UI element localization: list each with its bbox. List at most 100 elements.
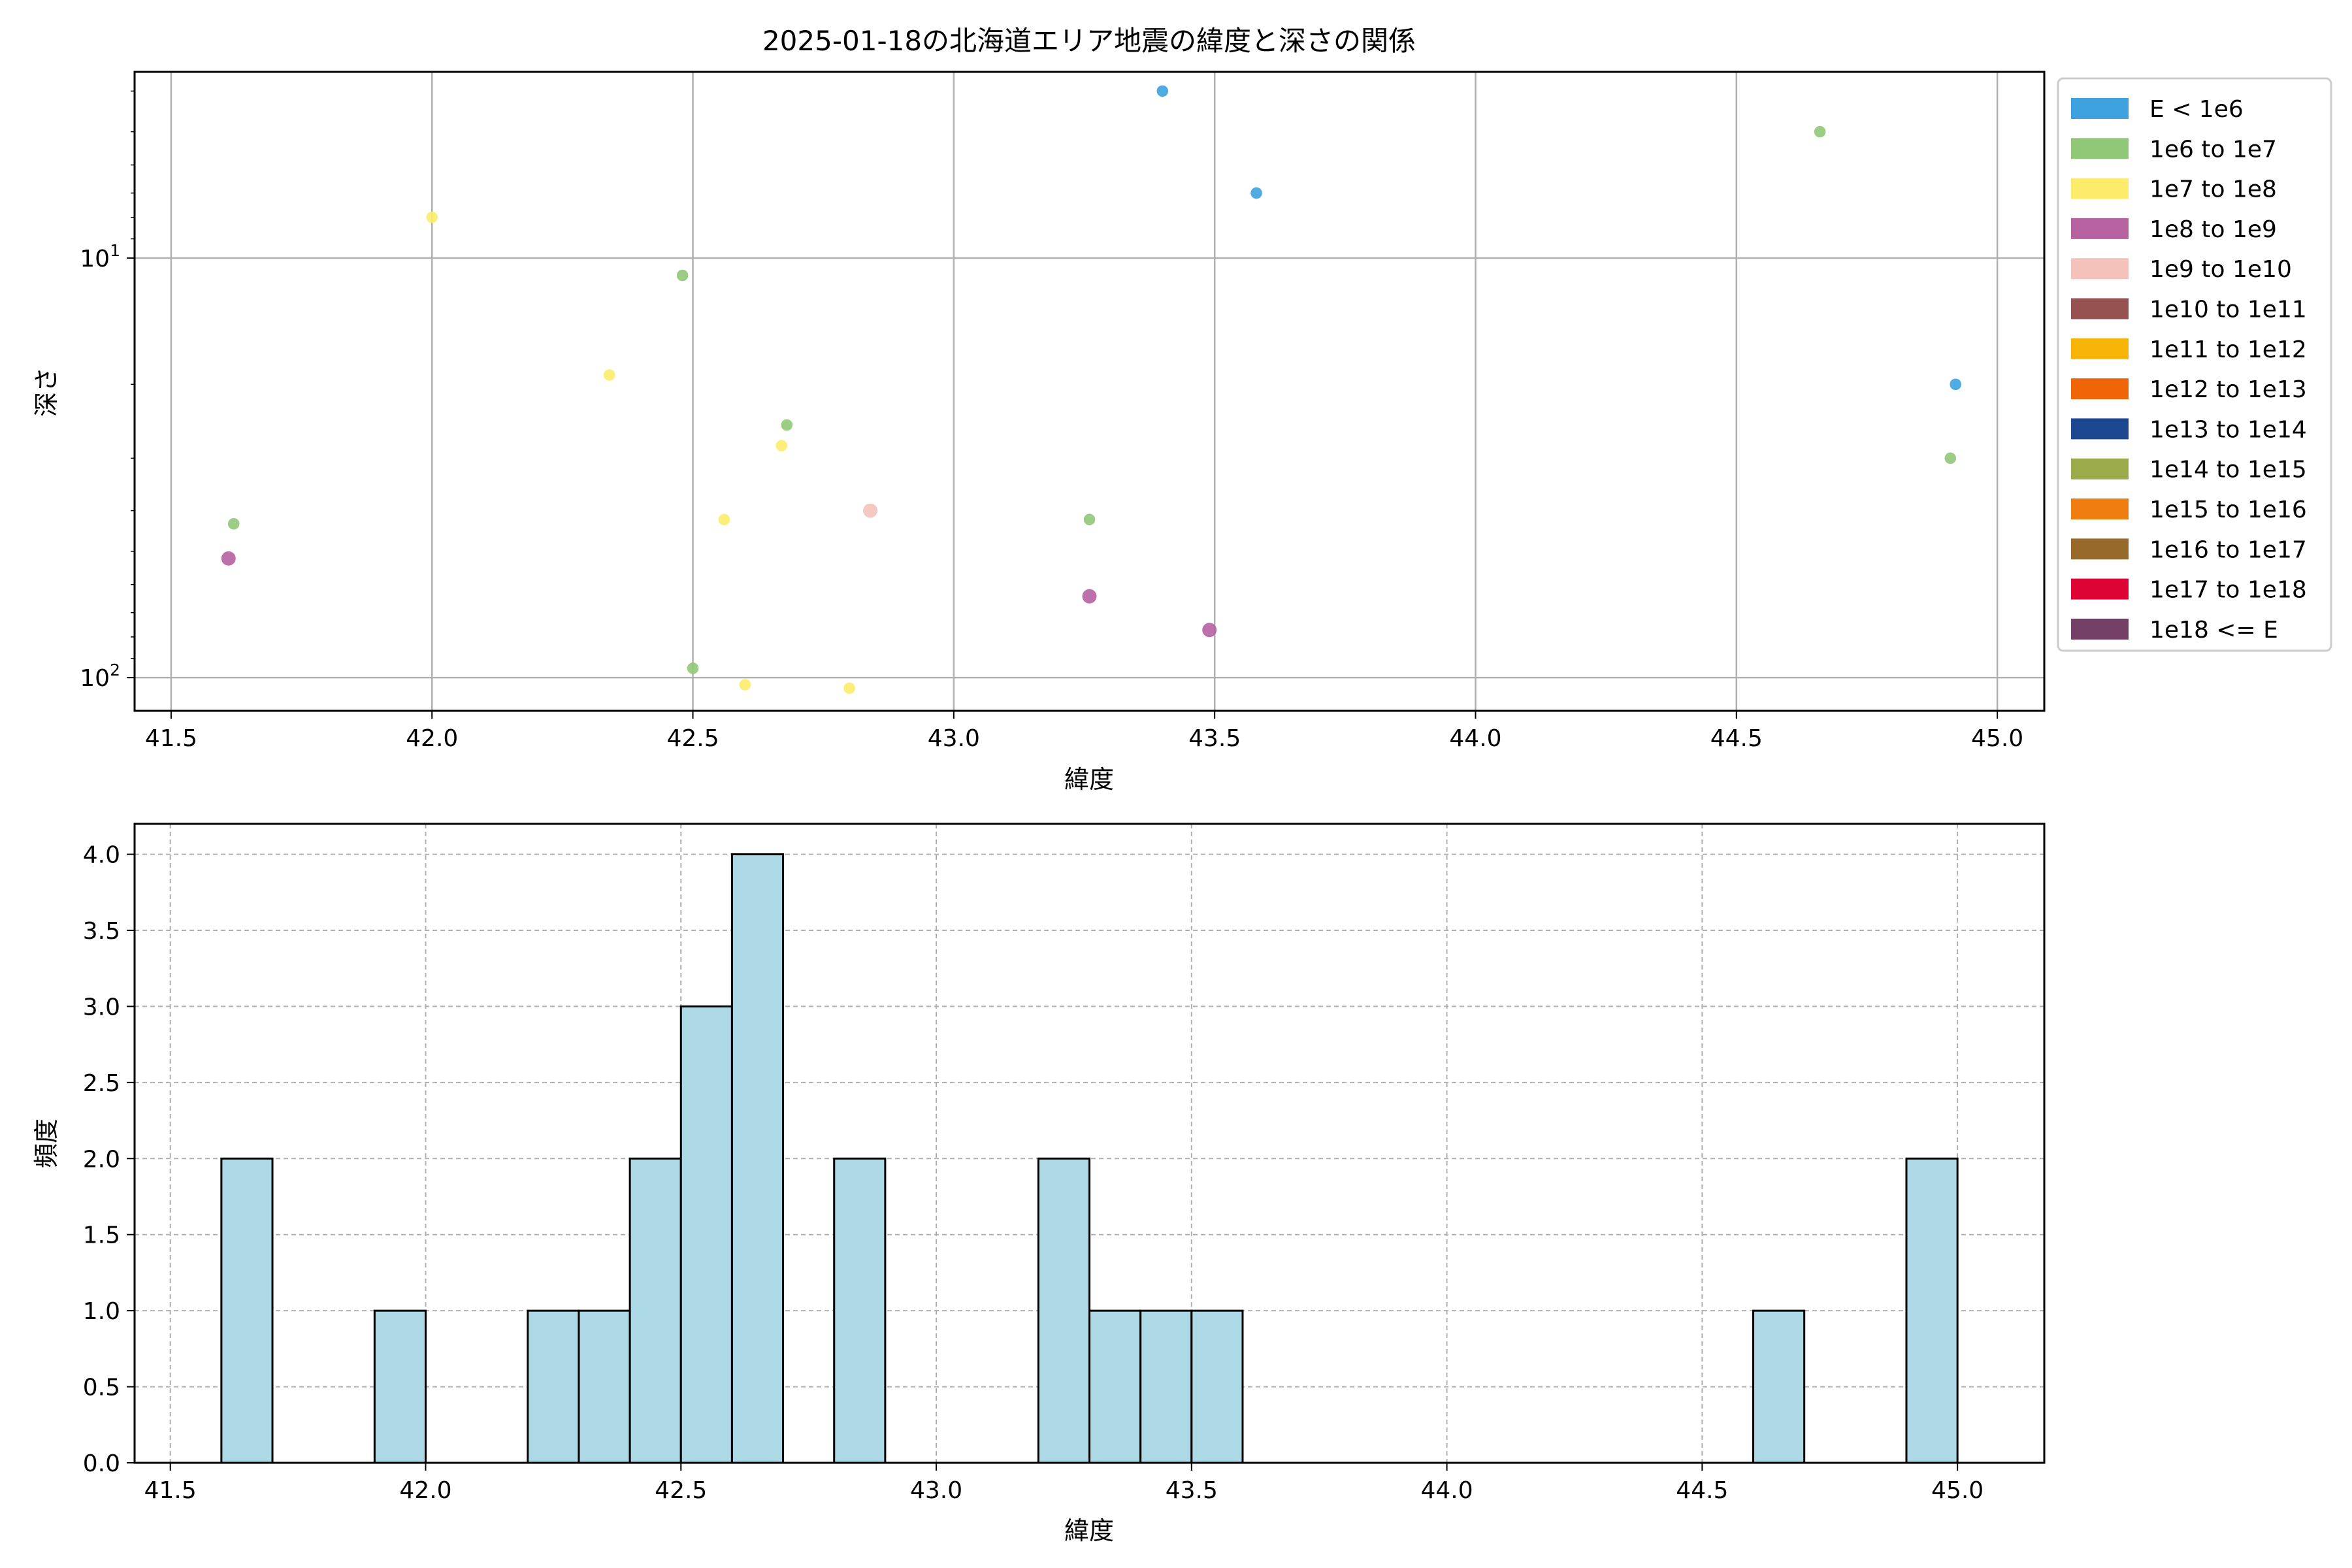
scatter-y-axis-label: 深さ — [32, 367, 61, 417]
scatter-point — [718, 514, 730, 525]
histogram-x-tick-label: 41.5 — [144, 1477, 197, 1504]
legend-label: 1e16 to 1e17 — [2149, 536, 2307, 563]
legend-swatch — [2071, 618, 2129, 640]
legend-swatch — [2071, 178, 2129, 199]
histogram-bar — [629, 1157, 682, 1464]
histogram-y-tick-label: 0.0 — [83, 1450, 120, 1477]
histogram-bar — [679, 1005, 733, 1464]
scatter-x-axis-label: 緯度 — [1064, 765, 1114, 794]
legend-swatch — [2071, 538, 2129, 560]
scatter-point — [1250, 187, 1262, 199]
legend-swatch — [2071, 218, 2129, 239]
histogram-bar — [1752, 1309, 1806, 1464]
histogram-x-tick-label: 44.5 — [1676, 1477, 1728, 1504]
legend-label: 1e17 to 1e18 — [2149, 577, 2307, 604]
histogram-x-tick-label: 42.5 — [655, 1477, 707, 1504]
legend-label: 1e7 to 1e8 — [2149, 176, 2277, 203]
scatter-x-tick-label: 43.0 — [928, 725, 980, 752]
histogram-bar — [833, 1157, 887, 1464]
legend-swatch — [2071, 458, 2129, 480]
histogram-bar — [220, 1157, 274, 1464]
scatter-x-tick-label: 43.5 — [1188, 725, 1241, 752]
legend-swatch — [2071, 258, 2129, 280]
scatter-point — [1156, 85, 1169, 97]
scatter-gridlines — [135, 72, 2044, 711]
histogram-bar — [373, 1309, 427, 1464]
scatter-x-tick-label: 42.0 — [406, 725, 458, 752]
scatter-point — [1944, 452, 1957, 465]
scatter-x-axis-ticks: 41.5 42.0 42.5 43.0 43.5 44.0 44.5 45.0 — [145, 711, 2023, 752]
histogram-x-tick-label: 43.0 — [910, 1477, 962, 1504]
scatter-panel: 2025-01-18の北海道エリア地震の緯度と深さの関係 41.5 42.0 42.… — [32, 25, 2332, 794]
scatter-point — [1083, 514, 1096, 525]
scatter-point — [1950, 378, 1962, 391]
legend-label: 1e6 to 1e7 — [2149, 136, 2277, 163]
histogram-y-axis-ticks: 0.0 0.5 1.0 1.5 2.0 2.5 3.0 3.5 4.0 — [83, 842, 135, 1477]
legend-swatch — [2071, 498, 2129, 519]
histogram-x-axis-ticks: 41.5 42.0 42.5 43.0 43.5 44.0 44.5 45.0 — [144, 1463, 1984, 1504]
scatter-point — [776, 440, 788, 451]
legend-label: 1e14 to 1e15 — [2149, 457, 2307, 483]
scatter-point — [739, 679, 751, 691]
histogram-y-tick-label: 4.0 — [83, 842, 120, 869]
histogram-x-tick-label: 43.5 — [1166, 1477, 1218, 1504]
legend-label: 1e13 to 1e14 — [2149, 416, 2307, 443]
histogram-x-tick-label: 45.0 — [1931, 1477, 1984, 1504]
histogram-x-axis-label: 緯度 — [1064, 1516, 1114, 1545]
scatter-y-axis-ticks: 101 102 — [80, 90, 135, 692]
histogram-gridlines — [135, 824, 2044, 1463]
histogram-panel: 41.5 42.0 42.5 43.0 43.5 44.0 44.5 45.0 0.0 0.5 1… — [32, 823, 2046, 1545]
scatter-y-tick-label: 101 — [80, 241, 120, 272]
histogram-y-tick-label: 3.5 — [83, 918, 120, 945]
scatter-x-tick-label: 41.5 — [145, 725, 197, 752]
histogram-x-tick-label: 44.0 — [1421, 1477, 1473, 1504]
scatter-point — [1814, 125, 1826, 138]
legend-label: 1e11 to 1e12 — [2149, 336, 2307, 363]
legend-label: E < 1e6 — [2149, 96, 2244, 123]
histogram-bar — [1088, 1309, 1142, 1464]
legend-swatch — [2071, 298, 2129, 319]
scatter-point — [676, 269, 689, 282]
histogram-x-tick-label: 42.0 — [399, 1477, 451, 1504]
histogram-bar — [1190, 1309, 1244, 1464]
histogram-y-tick-label: 1.5 — [83, 1222, 120, 1249]
histogram-bar — [730, 853, 785, 1464]
scatter-x-tick-label: 44.0 — [1449, 725, 1501, 752]
scatter-point — [426, 211, 438, 223]
histogram-bar — [527, 1309, 580, 1464]
legend-label: 1e8 to 1e9 — [2149, 216, 2277, 243]
scatter-axes-frame — [133, 71, 2046, 712]
scatter-x-tick-label: 44.5 — [1710, 725, 1763, 752]
legend-label: 1e12 to 1e13 — [2149, 376, 2307, 403]
histogram-bar — [1037, 1157, 1091, 1464]
scatter-points — [221, 85, 1962, 694]
histogram-y-axis-label: 頻度 — [32, 1119, 61, 1168]
legend-label: 1e9 to 1e10 — [2149, 256, 2292, 283]
scatter-point — [863, 503, 878, 518]
histogram-y-tick-label: 3.0 — [83, 994, 120, 1021]
scatter-point — [603, 369, 615, 381]
scatter-point — [687, 662, 699, 674]
legend-frame — [2057, 77, 2332, 652]
legend-swatch — [2071, 338, 2129, 359]
histogram-y-tick-label: 0.5 — [83, 1375, 120, 1401]
histogram-y-tick-label: 2.5 — [83, 1070, 120, 1097]
scatter-point — [1082, 589, 1097, 604]
scatter-point — [1202, 623, 1217, 638]
legend-entries: E < 1e6 1e6 to 1e7 1e7 to 1e8 1e8 to 1e9 1e9… — [2071, 96, 2307, 644]
legend-label: 1e15 to 1e16 — [2149, 497, 2307, 523]
histogram-bar — [578, 1309, 631, 1464]
histogram-axes-frame — [133, 823, 2046, 1464]
chart-title: 2025-01-18の北海道エリア地震の緯度と深さの関係 — [762, 25, 1416, 57]
histogram-bar — [1905, 1157, 1959, 1464]
histogram-bar — [1139, 1309, 1193, 1464]
legend-swatch — [2071, 138, 2129, 159]
legend: E < 1e6 1e6 to 1e7 1e7 to 1e8 1e8 to 1e9 1e9… — [2057, 77, 2332, 652]
histogram-bars — [220, 853, 1959, 1464]
scatter-point — [221, 551, 236, 566]
scatter-point — [843, 682, 855, 694]
legend-label: 1e18 <= E — [2149, 617, 2278, 644]
scatter-point — [781, 419, 793, 431]
histogram-y-tick-label: 2.0 — [83, 1146, 120, 1173]
